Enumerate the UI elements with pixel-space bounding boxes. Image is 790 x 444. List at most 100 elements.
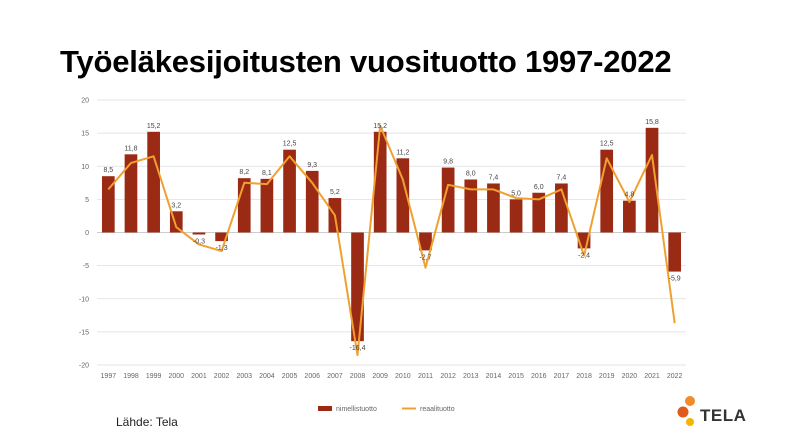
data-label-1998: 11,8 (124, 145, 137, 152)
y-tick-label: -5 (83, 263, 89, 270)
bar-2010 (396, 158, 410, 233)
x-tick-label: 2011 (418, 373, 433, 380)
data-label-2005: 12,5 (283, 141, 297, 148)
data-label-2002: -1,3 (216, 245, 228, 252)
y-tick-label: 0 (85, 230, 89, 237)
bar-2001 (192, 232, 206, 235)
data-label-2004: 8,1 (262, 170, 272, 177)
x-tick-label: 2000 (168, 373, 184, 380)
data-label-2015: 5,0 (511, 190, 521, 197)
data-label-2013: 8,0 (466, 171, 476, 178)
chart-title: Työeläkesijoitusten vuosituotto 1997-202… (60, 44, 672, 79)
data-label-2001: -0,3 (193, 238, 205, 245)
data-label-2018: -2,4 (578, 252, 590, 259)
bar-2009 (373, 131, 387, 233)
bar-2016 (532, 192, 546, 233)
logo-text: TELA (700, 406, 747, 425)
x-tick-label: 2017 (554, 373, 570, 380)
x-tick-label: 2004 (259, 373, 275, 380)
x-tick-label: 2016 (531, 373, 547, 380)
reaalituotto-line (107, 124, 676, 357)
bar-2020 (623, 200, 636, 233)
bar-2011 (419, 232, 432, 251)
bar-2002 (215, 232, 228, 242)
y-tick-label: -15 (79, 329, 89, 336)
y-tick-label: 15 (81, 131, 89, 138)
x-tick-label: 1997 (101, 373, 117, 380)
bar-2004 (260, 178, 274, 233)
x-tick-label: 2012 (440, 373, 456, 380)
legend: nimellistuotto reaalituotto (318, 406, 455, 413)
x-tick-label: 1998 (123, 373, 139, 380)
bar-2014 (487, 183, 500, 233)
bar-2003 (237, 178, 251, 233)
bar-2022 (668, 232, 682, 272)
x-tick-label: 2009 (372, 373, 388, 380)
bar-2013 (464, 179, 478, 233)
data-label-2016: 6,0 (534, 184, 544, 191)
data-label-2014: 7,4 (489, 174, 499, 181)
logo-dot-top (685, 396, 695, 406)
x-tick-label: 2003 (236, 373, 252, 380)
bar-1999 (147, 131, 160, 233)
data-label-2019: 12,5 (600, 141, 614, 148)
source-note: Lähde: Tela (116, 415, 178, 429)
gridlines (97, 99, 686, 366)
data-label-2003: 8,2 (239, 169, 249, 176)
x-tick-label: 2002 (214, 373, 230, 380)
data-label-2017: 7,4 (557, 174, 567, 181)
bar-2021 (645, 127, 659, 233)
data-label-2007: 5,2 (330, 189, 340, 196)
x-tick-label: 2021 (644, 373, 660, 380)
x-axis: 1997 1998 1999 2000 2001 2002 2003 2004 2005 2006… (101, 373, 683, 380)
y-tick-label: 10 (81, 164, 89, 171)
y-axis: 20 15 10 5 0 -5 -10 -15 -20 (79, 98, 89, 370)
bar-2006 (305, 170, 319, 233)
legend-label-reaalituotto: reaalituotto (420, 406, 455, 413)
x-tick-label: 2010 (395, 373, 411, 380)
y-tick-label: 5 (85, 197, 89, 204)
x-tick-label: 2008 (350, 373, 366, 380)
data-label-1997: 8,5 (103, 167, 113, 174)
data-label-1999: 15,2 (147, 123, 161, 130)
legend-swatch-bar (318, 406, 332, 411)
x-tick-label: 2022 (667, 373, 683, 380)
data-label-2012: 9,8 (443, 159, 453, 166)
legend-label-nimellistuotto: nimellistuotto (336, 406, 377, 413)
data-label-2021: 15,8 (645, 119, 659, 126)
data-label-2000: 3,2 (171, 202, 181, 209)
bar-2005 (283, 149, 296, 233)
bar-1997 (101, 176, 115, 233)
bars (101, 127, 682, 342)
x-tick-label: 2019 (599, 373, 615, 380)
x-tick-label: 2006 (304, 373, 320, 380)
tela-logo: TELA (676, 394, 746, 434)
data-label-2011: -2,7 (419, 254, 431, 261)
x-tick-label: 2005 (282, 373, 298, 380)
bar-2012 (441, 167, 455, 233)
y-tick-label: 20 (81, 98, 89, 105)
data-labels: 8,5 11,8 15,2 3,2 -0,3 -1,3 8,2 8,1 12,5 9,3 5,2 -1… (103, 119, 680, 352)
x-tick-label: 2013 (463, 373, 479, 380)
x-tick-label: 2014 (486, 373, 502, 380)
x-tick-label: 2001 (191, 373, 207, 380)
data-label-2006: 9,3 (307, 162, 317, 169)
logo-dot-bottom (686, 418, 694, 426)
y-tick-label: -10 (79, 296, 89, 303)
x-tick-label: 2007 (327, 373, 343, 380)
bar-1998 (124, 154, 138, 233)
logo-dot-left (677, 406, 689, 418)
x-tick-label: 1999 (146, 373, 162, 380)
data-label-2010: 11,2 (396, 149, 409, 156)
x-tick-label: 2015 (508, 373, 524, 380)
data-label-2022: -5,9 (669, 276, 681, 283)
y-tick-label: -20 (79, 363, 89, 370)
x-tick-label: 2018 (576, 373, 592, 380)
real-return-line (107, 124, 676, 357)
data-label-2008: -16,4 (350, 345, 366, 352)
x-tick-label: 2020 (622, 373, 638, 380)
bar-2015 (509, 199, 523, 233)
data-label-2009: 15,2 (373, 123, 387, 130)
data-label-2020: 4,8 (624, 192, 634, 199)
